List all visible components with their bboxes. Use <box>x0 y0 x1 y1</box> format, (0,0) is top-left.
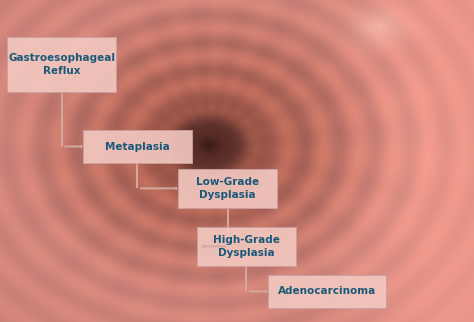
FancyBboxPatch shape <box>268 275 386 308</box>
FancyBboxPatch shape <box>197 227 296 266</box>
Text: Low-Grade
Dysplasia: Low-Grade Dysplasia <box>196 177 259 200</box>
FancyBboxPatch shape <box>178 169 277 208</box>
Text: Gastroesophageal
Reflux: Gastroesophageal Reflux <box>8 53 115 76</box>
FancyBboxPatch shape <box>83 130 192 163</box>
Text: Metaplasia: Metaplasia <box>105 141 170 152</box>
Text: High-Grade
Dysplasia: High-Grade Dysplasia <box>213 235 280 258</box>
FancyBboxPatch shape <box>7 37 116 92</box>
Text: Adenocarcinoma: Adenocarcinoma <box>278 286 376 297</box>
